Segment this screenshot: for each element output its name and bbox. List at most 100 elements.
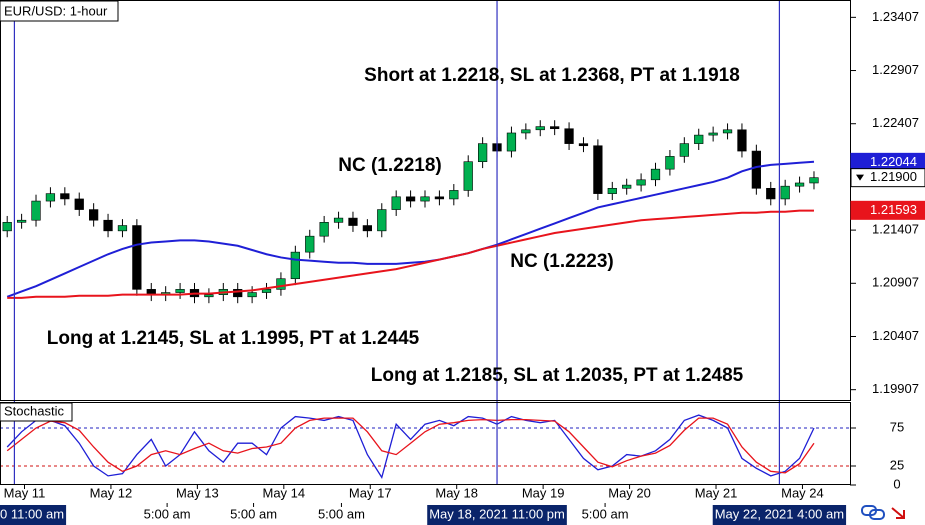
- plot-area: [0, 0, 850, 485]
- candle-body: [89, 209, 99, 221]
- candle-body: [535, 126, 545, 131]
- annotation: NC (1.2218): [338, 155, 442, 176]
- x-tick-label: May 24: [781, 485, 824, 500]
- price-tag: [850, 200, 925, 220]
- candle-body: [420, 196, 430, 202]
- cursor-label-bg: [0, 505, 67, 525]
- price-tag-arrow: [856, 174, 864, 181]
- candle-body: [362, 225, 372, 232]
- candle-body: [434, 196, 445, 200]
- x-tick-label: 5:00 am: [144, 506, 191, 521]
- y-tick-label: 1.22407: [872, 115, 919, 130]
- candle-body: [290, 251, 300, 280]
- x-tick-label: 5:00 am: [230, 506, 277, 521]
- candle-body: [506, 132, 517, 152]
- candle-body: [694, 134, 704, 144]
- candle-body: [405, 196, 416, 202]
- x-tick-label: May 17: [349, 485, 392, 500]
- moving-average: [7, 209, 814, 299]
- annotation: Short at 1.2218, SL at 1.2368, PT at 1.1…: [364, 65, 740, 86]
- x-tick-label: May 12: [90, 485, 133, 500]
- chart-title: EUR/USD: 1-hour: [4, 3, 108, 18]
- candle-body: [478, 143, 488, 163]
- candle-body: [261, 289, 272, 293]
- candle-body: [175, 289, 185, 293]
- candle-body: [348, 217, 358, 226]
- cursor-label: 0 11:00 am: [0, 506, 64, 521]
- candle-body: [233, 289, 243, 298]
- moving-average: [6, 160, 815, 298]
- candle-body: [463, 161, 473, 191]
- candle-body: [737, 129, 747, 152]
- candle-body: [74, 198, 84, 210]
- y-tick-label: 1.23407: [872, 9, 919, 24]
- y-tick-label: 1.19907: [872, 381, 919, 396]
- candle-body: [766, 187, 776, 200]
- price-tag: [850, 168, 925, 188]
- toolbar-icons: [861, 505, 905, 520]
- x-tick-label: May 11: [4, 485, 46, 500]
- candle-body: [449, 190, 459, 200]
- candle-body: [636, 179, 646, 186]
- candle-body: [16, 219, 27, 223]
- candle-body: [247, 292, 257, 298]
- candle-body: [305, 235, 315, 253]
- stochastic-line: [6, 417, 815, 474]
- candle-body: [132, 225, 142, 290]
- y-tick-label: 1.20407: [872, 328, 919, 343]
- x-tick-label: 5:00 am: [582, 506, 629, 521]
- candle-body: [31, 200, 41, 221]
- stochastic-title: Stochastic: [4, 403, 64, 418]
- cursor-label: May 18, 2021 11:00 pm: [429, 506, 565, 521]
- candle-body: [45, 193, 56, 202]
- stochastic-panel-frame: [0, 402, 851, 485]
- y-tick-label: 1.21407: [872, 222, 919, 237]
- title-box: [0, 0, 119, 22]
- candle-body: [521, 129, 531, 134]
- candle-body: [780, 185, 790, 200]
- candle-body: [593, 145, 603, 194]
- x-tick-label: May 19: [522, 485, 565, 500]
- price-tag-label: 1.21593: [870, 202, 917, 217]
- y-tick-label: 0: [893, 476, 900, 491]
- candle-body: [622, 184, 632, 189]
- candle-body: [679, 143, 689, 157]
- arrow-icon[interactable]: [891, 507, 905, 519]
- candle-body: [377, 209, 387, 232]
- candle-body: [204, 294, 214, 298]
- candle-body: [650, 168, 661, 181]
- x-tick-label: May 14: [262, 485, 305, 500]
- candle-body: [60, 193, 70, 200]
- candle-body: [550, 126, 560, 130]
- candle-body: [2, 222, 12, 232]
- y-tick-label: 25: [890, 457, 904, 472]
- candle-body: [794, 182, 805, 187]
- candle-body: [751, 150, 761, 189]
- candle-body: [391, 196, 401, 210]
- annotation: Long at 1.2185, SL at 1.2035, PT at 1.24…: [371, 365, 744, 386]
- candle-body: [276, 278, 286, 290]
- x-tick-label: May 13: [176, 485, 219, 500]
- candle-body: [117, 225, 128, 232]
- candle-body: [607, 187, 617, 194]
- stochastic-line: [6, 414, 815, 479]
- cursor-label: May 22, 2021 4:00 am: [715, 506, 844, 521]
- x-tick-label: 5:00 am: [318, 506, 365, 521]
- x-tick-label: May 21: [695, 485, 738, 500]
- price-tag-label: 1.21900: [870, 169, 917, 184]
- candle-body: [809, 177, 819, 184]
- cursor-label-bg: [712, 505, 847, 525]
- x-tick-label: May 18: [435, 485, 478, 500]
- x-tick-label: May 20: [608, 485, 651, 500]
- y-tick-label: 1.22907: [872, 62, 919, 77]
- candle-body: [103, 219, 113, 232]
- candle-body: [578, 143, 589, 147]
- link-icon-part: [869, 509, 885, 520]
- stochastic-title-box: [0, 402, 73, 422]
- y-tick-label: 75: [890, 419, 904, 434]
- annotation: NC (1.2223): [510, 251, 614, 272]
- candle-body: [665, 156, 675, 170]
- y-tick-label: 1.20907: [872, 275, 919, 290]
